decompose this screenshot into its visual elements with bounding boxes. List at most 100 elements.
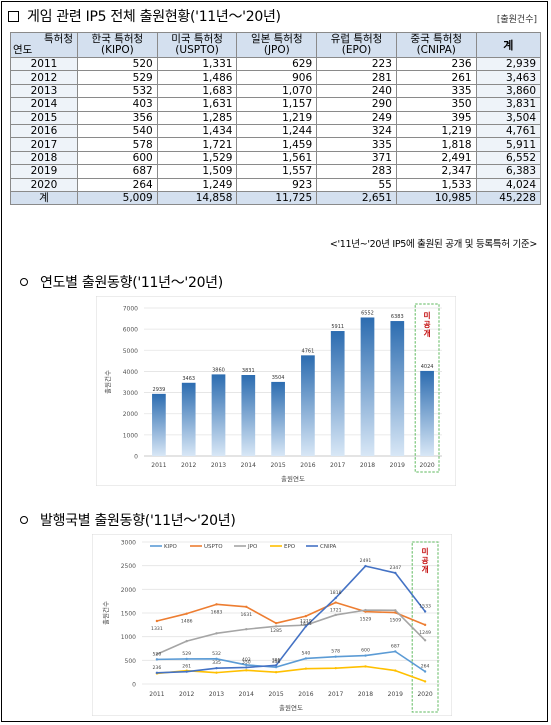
data-label: 1486 (181, 619, 193, 625)
bar (390, 321, 405, 456)
total-cell: 6,552 (475, 150, 542, 166)
data-point (423, 623, 427, 627)
series-line-epo (156, 665, 426, 683)
data-point (334, 655, 337, 658)
bar (301, 355, 315, 456)
data-label: 3463 (182, 376, 195, 382)
data-point (304, 667, 308, 670)
data-point (245, 605, 248, 608)
x-tick-label: 2016 (298, 691, 313, 698)
year-cell: 2019 (10, 164, 78, 179)
unpublished-highlight-box (411, 541, 439, 713)
y-tick-label: 5000 (123, 348, 138, 355)
legend-label: KIPO (164, 544, 178, 550)
x-tick-label: 2018 (358, 691, 373, 698)
data-point (334, 601, 337, 604)
data-label: 520 (153, 651, 162, 657)
jpo-cell: 1,561 (236, 150, 318, 166)
section-yearly-heading: 연도별 출원동향('11년～'20년) (20, 272, 223, 292)
data-point (245, 669, 248, 672)
checkbox-icon (8, 10, 19, 22)
jpo-cell: 1,219 (236, 110, 318, 125)
year-cell: 2017 (10, 137, 78, 152)
y-tick-label: 6000 (123, 327, 138, 334)
year-cell: 2014 (10, 97, 78, 112)
epo-cell: 223 (316, 56, 397, 72)
data-label: 2939 (153, 387, 166, 393)
y-tick-label: 3000 (123, 390, 138, 397)
x-axis-title: 출원연도 (281, 474, 305, 483)
cnipa-cell: 1,533 (395, 177, 477, 192)
unpublished-label: 미 (424, 310, 431, 320)
data-label: 540 (302, 650, 311, 656)
data-label: 1683 (211, 609, 223, 615)
cnipa-cell: 236 (395, 56, 477, 72)
y-tick-label: 3000 (121, 540, 136, 547)
cnipa-cell: 350 (395, 97, 477, 112)
year-cell: 2011 (10, 56, 78, 72)
total-cell: 2,939 (475, 56, 542, 72)
data-label: 4761 (302, 348, 315, 354)
cnipa-cell: 2,491 (395, 150, 477, 166)
data-label: 236 (153, 665, 162, 671)
data-point (215, 666, 218, 670)
data-point (274, 664, 278, 667)
data-point (394, 669, 397, 672)
epo-cell: 240 (316, 83, 397, 99)
y-axis-title: 출원건수 (101, 601, 110, 625)
kipo-cell: 687 (77, 164, 158, 179)
x-tick-label: 2012 (181, 462, 196, 469)
cnipa-cell: 1,818 (395, 137, 477, 152)
cnipa-cell: 1,219 (395, 123, 477, 139)
x-tick-label: 2015 (268, 691, 283, 698)
x-tick-label: 2013 (211, 462, 226, 469)
table-sum-row: 계 5,009 14,858 11,725 2,651 10,985 45,228 (10, 190, 542, 206)
total-cell: 3,831 (475, 97, 542, 112)
epo-cell: 55 (316, 177, 397, 192)
column-header-uspto: 미국 특허청 (USPTO) (156, 32, 238, 58)
table-row: 2012 529 1,486 906 281 261 3,463 (10, 70, 542, 85)
data-point (334, 613, 337, 617)
data-point (274, 665, 278, 669)
data-point (185, 639, 188, 643)
unpublished-label: 미 (422, 546, 429, 556)
data-point (274, 671, 278, 674)
total-cell: 3,860 (475, 83, 542, 99)
table-row: 2015 356 1,285 1,219 249 395 3,504 (10, 110, 542, 125)
data-point (155, 619, 159, 623)
bar (181, 382, 196, 456)
x-tick-label: 2011 (151, 462, 166, 469)
jpo-cell: 1,157 (236, 97, 318, 112)
x-tick-label: 2020 (419, 462, 434, 469)
bar (241, 375, 256, 456)
total-cell: 3,463 (475, 70, 542, 85)
uspto-cell: 1,434 (156, 123, 238, 139)
table-row: 2018 600 1,529 1,561 371 2,491 6,552 (10, 150, 542, 166)
data-label: 578 (331, 649, 340, 655)
y-tick-label: 0 (132, 682, 136, 689)
y-tick-label: 2000 (123, 411, 138, 418)
data-label: 529 (182, 651, 191, 657)
country-line-chart: 0 500 1000 1500 2000 2500 3000 2011 2012 2013 2014… (92, 534, 452, 716)
column-header-kipo: 한국 특허청 (KIPO) (77, 32, 158, 58)
data-label: 6552 (361, 310, 374, 316)
section-yearly-title: 연도별 출원동향('11년～'20년) (40, 275, 223, 291)
column-header-jpo: 일본 특허청 (JPO) (236, 32, 318, 58)
jpo-cell: 923 (236, 177, 318, 192)
x-tick-label: 2014 (239, 691, 254, 698)
table-row: 2017 578 1,721 1,459 335 1,818 5,911 (10, 137, 542, 152)
data-label: 1219 (300, 618, 312, 624)
data-label: 261 (182, 664, 191, 670)
uspto-cell: 1,249 (156, 177, 238, 192)
total-cell: 4,024 (475, 177, 542, 192)
jpo-cell: 1,070 (236, 83, 318, 99)
corner-year-label: 연도 (13, 44, 33, 56)
kipo-cell: 264 (77, 177, 158, 192)
year-cell: 2020 (10, 177, 78, 192)
data-point (423, 610, 427, 613)
table-row: 2013 532 1,683 1,070 240 335 3,860 (10, 83, 542, 99)
total-cell: 4,761 (475, 123, 542, 139)
bar (420, 370, 434, 456)
column-header-epo: 유럽 특허청 (EPO) (316, 32, 397, 58)
kipo-cell: 540 (77, 123, 158, 139)
